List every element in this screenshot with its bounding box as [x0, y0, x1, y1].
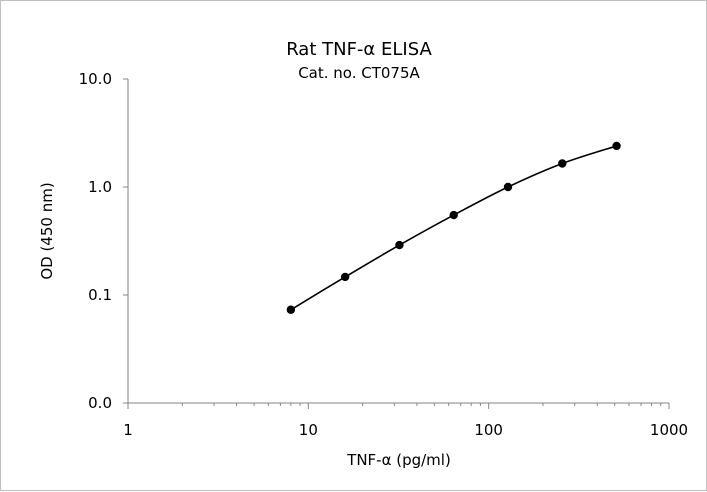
chart-title: Rat TNF-α ELISA [286, 39, 432, 60]
data-point [558, 159, 567, 168]
x-tick-label: 1000 [650, 421, 688, 439]
data-point [503, 182, 513, 192]
chart-titles: Rat TNF-α ELISA Cat. no. CT075A [286, 39, 432, 82]
chart-subtitle: Cat. no. CT075A [298, 64, 420, 82]
y-tick-label: 0.0 [88, 394, 112, 412]
data-point [395, 240, 404, 250]
plot-area [286, 141, 621, 314]
x-tick-label: 1 [123, 421, 133, 439]
axes [123, 78, 670, 409]
data-point [612, 141, 621, 151]
data-point [340, 272, 350, 282]
y-axis-label: OD (450 nm) [38, 182, 56, 279]
x-tick-label: 10 [299, 421, 318, 439]
data-point [449, 210, 458, 220]
y-tick-label: 10.0 [79, 70, 112, 88]
y-tick-labels: 0.0 0.1 1.0 10.0 [79, 70, 112, 412]
y-tick-label: 1.0 [88, 178, 112, 196]
x-tick-labels: 1 10 100 1000 [123, 421, 688, 439]
series-line [290, 145, 617, 311]
y-tick-label: 0.1 [88, 286, 112, 304]
data-point [286, 305, 296, 314]
x-tick-label: 100 [474, 421, 503, 439]
x-axis-label: TNF-α (pg/ml) [346, 451, 451, 469]
